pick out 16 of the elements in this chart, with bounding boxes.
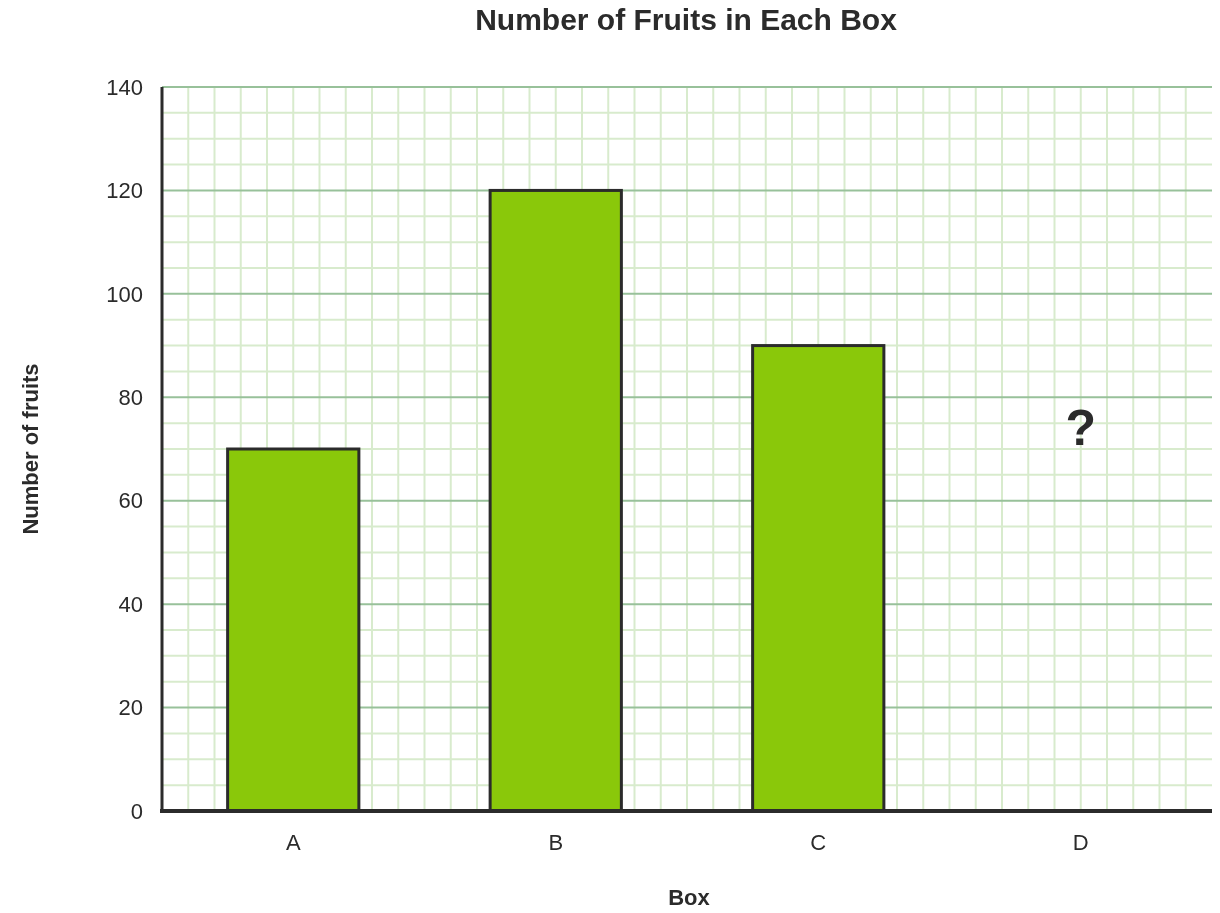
- y-tick-label: 80: [118, 384, 143, 410]
- y-tick-label: 120: [106, 178, 143, 204]
- y-tick-label: 40: [118, 591, 143, 617]
- x-axis-title: Box: [668, 885, 711, 910]
- annotation: ?: [1065, 399, 1097, 456]
- y-tick-label: 100: [106, 281, 143, 307]
- y-axis-title: Number of fruits: [18, 363, 43, 535]
- x-tick-label: A: [285, 830, 301, 855]
- chart-title: Number of Fruits in Each Box: [475, 3, 898, 36]
- x-tick-label: D: [1072, 830, 1089, 855]
- y-tick-label: 0: [130, 798, 143, 824]
- y-tick-label: 20: [118, 695, 143, 721]
- y-tick-label: 60: [118, 488, 143, 514]
- y-tick-label: 140: [106, 74, 143, 100]
- x-tick-label: B: [548, 830, 564, 855]
- x-tick-label: C: [810, 830, 827, 855]
